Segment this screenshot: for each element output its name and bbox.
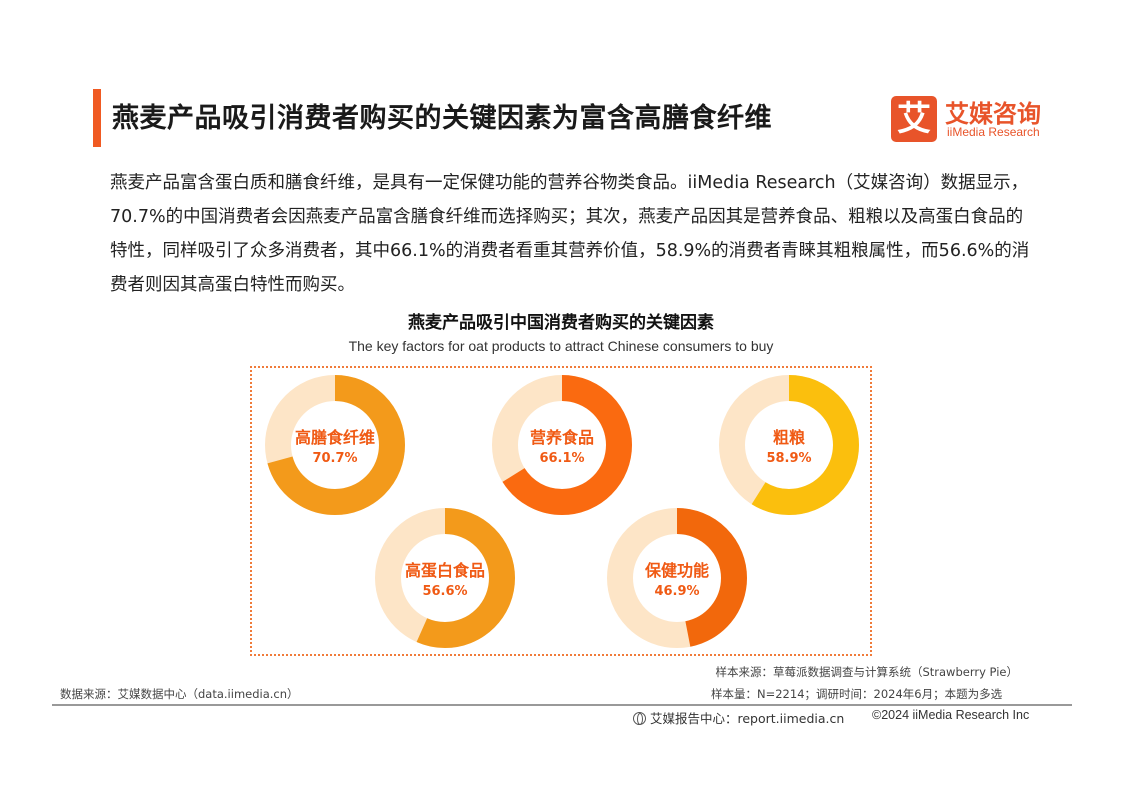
- donut-5-value-arc: [607, 508, 747, 648]
- donut-4-value-arc: [375, 508, 515, 648]
- donut-3-category-label: 粗粮: [773, 428, 805, 447]
- logo-name-en: iiMedia Research: [947, 125, 1040, 139]
- donut-2-value-label: 66.1%: [539, 451, 584, 466]
- donut-3-value-label: 58.9%: [766, 451, 811, 466]
- page-title: 燕麦产品吸引消费者购买的关键因素为富含高膳食纤维: [112, 103, 772, 134]
- chart-frame: [250, 366, 872, 656]
- donut-4-category-label: 高蛋白食品: [405, 561, 485, 580]
- donut-1-value-arc: [265, 375, 405, 515]
- donut-5-category-label: 保健功能: [644, 561, 709, 580]
- donut-2-value-arc: [492, 375, 632, 515]
- footer-report-center: 艾媒报告中心：report.iimedia.cn: [633, 708, 844, 727]
- description-paragraph: 燕麦产品富含蛋白质和膳食纤维，是具有一定保健功能的营养谷物类食品。iiMedia…: [110, 173, 1030, 295]
- globe-icon: [633, 712, 646, 725]
- footer-divider: [52, 704, 1072, 706]
- sample-size-note: 样本量：N=2214；调研时间：2024年6月；本题为多选: [711, 687, 1003, 701]
- footer-report-center-text: 艾媒报告中心：report.iimedia.cn: [650, 711, 845, 726]
- logo-mark-icon: 艾: [891, 96, 937, 142]
- logo-name-cn: 艾媒咨询: [945, 100, 1041, 128]
- donut-2-category-label: 营养食品: [530, 428, 594, 447]
- brand-logo: 艾 艾媒咨询 iiMedia Research: [891, 94, 1056, 144]
- chart-title: 燕麦产品吸引中国消费者购买的关键因素: [408, 313, 714, 333]
- donut-3-value-arc: [719, 375, 859, 515]
- chart-subtitle: The key factors for oat products to attr…: [348, 338, 774, 354]
- donut-4-value-label: 56.6%: [422, 584, 467, 599]
- sample-source-note: 样本来源：草莓派数据调查与计算系统（Strawberry Pie）: [715, 665, 1018, 679]
- donut-5-value-label: 46.9%: [654, 584, 699, 599]
- donut-1-category-label: 高膳食纤维: [295, 428, 375, 447]
- title-accent-bar: [93, 89, 101, 147]
- data-source-note: 数据来源：艾媒数据中心（data.iimedia.cn）: [60, 687, 299, 701]
- donut-1-value-label: 70.7%: [312, 451, 357, 466]
- footer-copyright: ©2024 iiMedia Research Inc: [872, 708, 1030, 722]
